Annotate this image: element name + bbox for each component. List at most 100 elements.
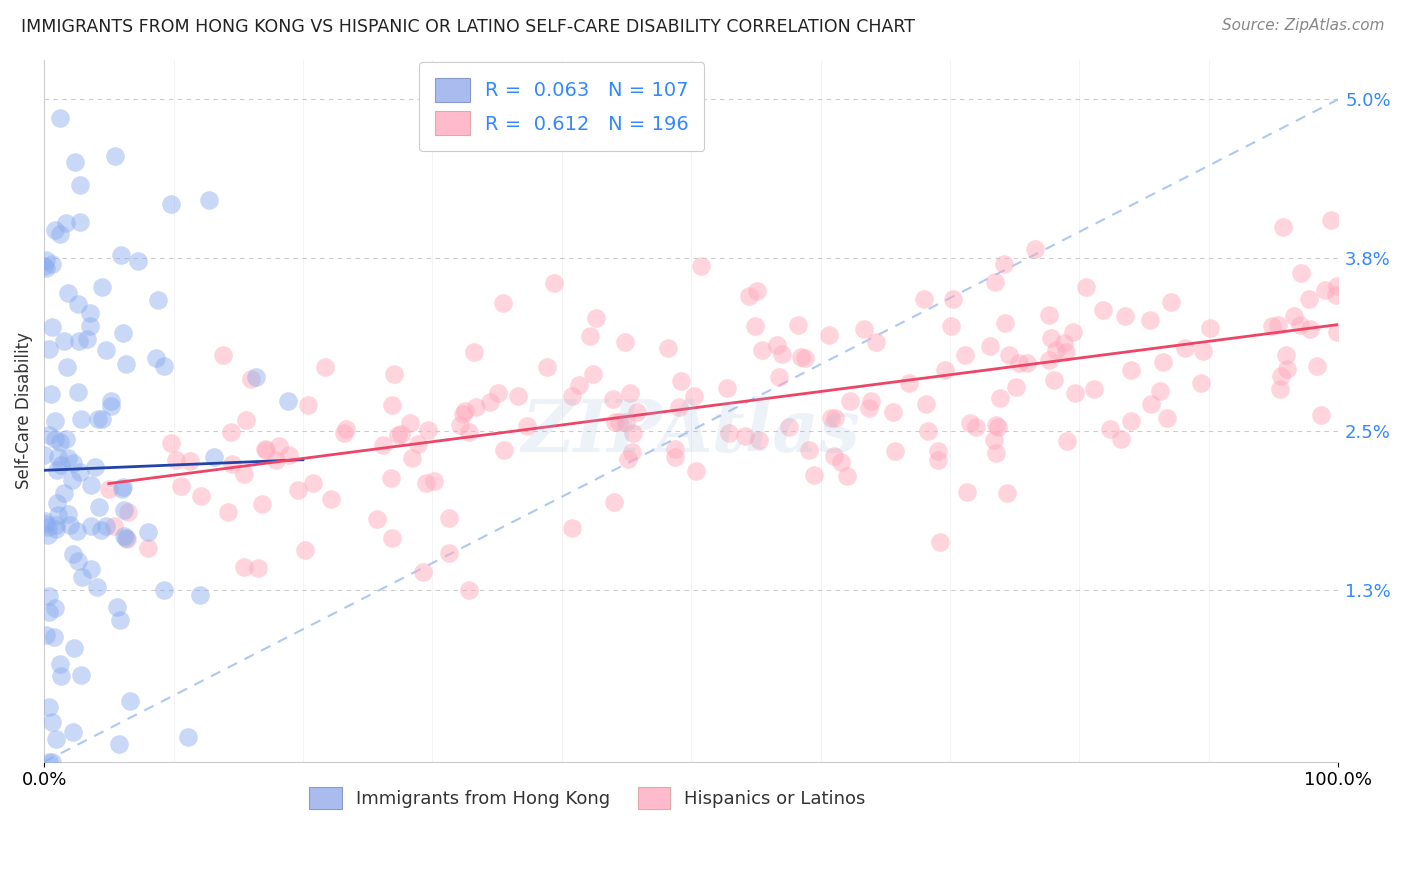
Point xyxy=(824,410,846,425)
Point xyxy=(1289,266,1312,280)
Point xyxy=(993,257,1015,271)
Point xyxy=(852,322,875,336)
Point xyxy=(579,329,602,343)
Point xyxy=(839,394,862,409)
Point xyxy=(1043,373,1066,387)
Point xyxy=(803,467,825,482)
Point xyxy=(1299,322,1322,336)
Point xyxy=(294,543,316,558)
Point xyxy=(190,490,212,504)
Point xyxy=(366,512,388,526)
Point xyxy=(1310,408,1333,422)
Point xyxy=(1038,309,1060,323)
Point xyxy=(97,482,120,496)
Legend: Immigrants from Hong Kong, Hispanics or Latinos: Immigrants from Hong Kong, Hispanics or … xyxy=(302,780,873,816)
Point xyxy=(245,370,267,384)
Point xyxy=(277,449,299,463)
Point xyxy=(38,700,60,714)
Point xyxy=(768,370,790,384)
Point xyxy=(44,601,66,615)
Point xyxy=(401,451,423,466)
Point xyxy=(332,425,354,440)
Point xyxy=(190,588,212,602)
Point xyxy=(859,393,882,408)
Point xyxy=(408,436,430,450)
Point xyxy=(690,259,713,273)
Point xyxy=(1326,279,1348,293)
Point xyxy=(39,386,62,401)
Point xyxy=(494,443,516,458)
Point xyxy=(1109,432,1132,446)
Point xyxy=(516,418,538,433)
Point xyxy=(79,318,101,333)
Point xyxy=(58,507,80,521)
Point xyxy=(1149,384,1171,398)
Point xyxy=(882,405,904,419)
Point xyxy=(1198,321,1220,335)
Point xyxy=(120,694,142,708)
Point xyxy=(153,582,176,597)
Point xyxy=(1045,343,1067,358)
Point xyxy=(37,528,59,542)
Point xyxy=(486,385,509,400)
Point xyxy=(778,419,800,434)
Point xyxy=(254,443,277,458)
Point xyxy=(1053,336,1076,351)
Point xyxy=(115,532,138,546)
Point xyxy=(219,425,242,439)
Point xyxy=(56,360,79,375)
Text: ZIPAtlas: ZIPAtlas xyxy=(522,396,860,467)
Point xyxy=(170,479,193,493)
Point xyxy=(423,474,446,488)
Point xyxy=(1083,383,1105,397)
Point xyxy=(138,541,160,555)
Point xyxy=(817,327,839,342)
Point xyxy=(233,560,256,574)
Point xyxy=(69,215,91,229)
Point xyxy=(62,456,84,470)
Point xyxy=(799,443,821,458)
Point xyxy=(254,442,277,457)
Point xyxy=(953,348,976,362)
Point xyxy=(917,424,939,438)
Point xyxy=(62,473,84,487)
Point xyxy=(45,517,67,532)
Point xyxy=(747,284,769,298)
Point xyxy=(657,342,679,356)
Point xyxy=(117,506,139,520)
Point xyxy=(1271,219,1294,234)
Point xyxy=(959,416,981,430)
Point xyxy=(927,444,949,458)
Point xyxy=(100,394,122,409)
Point xyxy=(1319,212,1341,227)
Point xyxy=(382,367,405,381)
Point xyxy=(984,445,1007,459)
Point xyxy=(789,351,811,365)
Point xyxy=(1267,318,1289,332)
Point xyxy=(1024,242,1046,256)
Point xyxy=(664,442,686,457)
Point xyxy=(335,422,357,436)
Point xyxy=(59,517,82,532)
Point xyxy=(987,420,1010,434)
Point xyxy=(1038,353,1060,368)
Point xyxy=(994,316,1017,330)
Point xyxy=(685,464,707,478)
Point xyxy=(965,420,987,434)
Point xyxy=(110,248,132,262)
Point xyxy=(454,404,477,418)
Point xyxy=(90,412,112,426)
Point xyxy=(820,410,842,425)
Point xyxy=(90,523,112,537)
Point xyxy=(1139,312,1161,326)
Point xyxy=(399,416,422,430)
Point xyxy=(1040,331,1063,345)
Point xyxy=(136,524,159,539)
Point xyxy=(770,347,793,361)
Point xyxy=(49,458,72,472)
Point xyxy=(543,277,565,291)
Point xyxy=(96,518,118,533)
Point xyxy=(38,755,60,769)
Point xyxy=(744,318,766,333)
Point xyxy=(49,227,72,241)
